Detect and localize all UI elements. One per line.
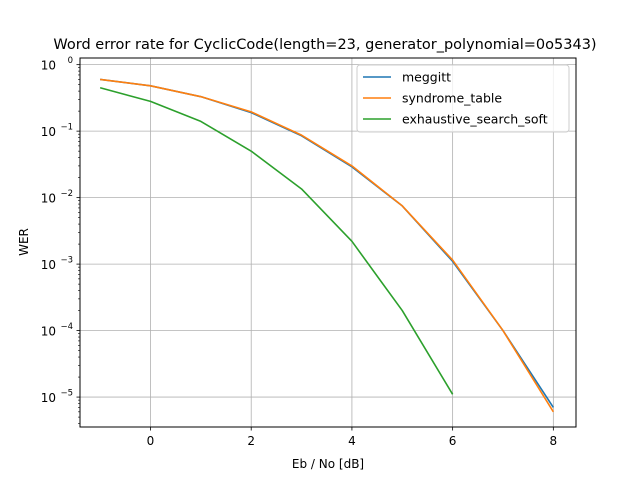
series-lines [99, 78, 555, 413]
legend-label: syndrome_table [402, 91, 502, 106]
y-tick-label: 10 [41, 258, 56, 272]
legend-box [356, 64, 570, 133]
y-tick-base: 10 [41, 125, 56, 139]
series-line-exhaustive-search-soft [99, 86, 454, 395]
chart-title: Word error rate for CyclicCode(length=23… [53, 37, 596, 53]
y-tick-label: 10 [41, 325, 56, 339]
y-tick-base: 10 [41, 192, 56, 206]
y-tick-exponent: 0 [68, 56, 73, 66]
legend: meggitt syndrome_table exhaustive_search_s… [356, 64, 570, 133]
y-tick-label: 10 [41, 59, 56, 73]
y-tick-exponent: −4 [60, 322, 73, 332]
x-tick-label: 6 [449, 434, 457, 448]
y-tick-exponent: −5 [60, 389, 73, 399]
y-tick-label: 10 [41, 192, 56, 206]
y-tick-exponent: −3 [60, 256, 73, 266]
y-axis-label: WER [17, 228, 31, 256]
series-line-syndrome-table [100, 78, 555, 413]
y-tick-base: 10 [41, 59, 56, 73]
y-tick-exponent: −2 [60, 189, 73, 199]
x-ticks: 0 2 4 6 8 [147, 427, 557, 448]
x-axis-label: Eb / No [dB] [292, 457, 364, 471]
x-tick-label: 4 [348, 434, 356, 448]
y-tick-exponent: −1 [60, 123, 73, 133]
x-tick-label: 2 [247, 434, 255, 448]
y-tick-label: 10 [41, 125, 56, 139]
y-tick-base: 10 [41, 258, 56, 272]
legend-label: meggitt [402, 70, 451, 85]
x-tick-label: 8 [550, 434, 558, 448]
plot-frame [79, 57, 577, 428]
x-tick-label: 0 [147, 434, 155, 448]
y-ticks: 10 0 10 −1 10 −2 10 −3 10 −4 10 −5 [41, 56, 80, 424]
y-tick-label: 10 [41, 391, 56, 405]
legend-label: exhaustive_search_soft [402, 112, 548, 127]
y-tick-base: 10 [41, 391, 56, 405]
y-tick-base: 10 [41, 325, 56, 339]
